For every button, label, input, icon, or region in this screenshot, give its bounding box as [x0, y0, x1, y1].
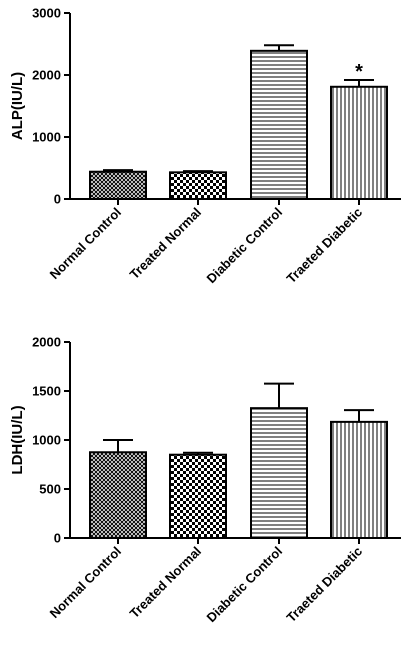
bar-normal-control: [89, 170, 147, 201]
chart-panel-1: 0 1000 2000 3000 ALP(IU/L) Normal Control Trea…: [9, 6, 401, 287]
y-tick-label: 1000: [32, 433, 61, 448]
bar-normal-control: [89, 451, 147, 539]
bar-traeted-diabetic: [330, 85, 388, 200]
x-category-label: Traeted Diabetic: [283, 205, 365, 287]
y-tick-label: 1500: [32, 384, 61, 399]
bar-treated-normal: [169, 171, 227, 200]
y-tick-label: 0: [54, 192, 61, 207]
x-category-label: Treated Normal: [127, 205, 205, 283]
x-category-label: Normal Control: [47, 544, 125, 622]
y-axis-label: LDH(IU/L): [9, 405, 26, 474]
x-category-label: Normal Control: [47, 205, 125, 283]
y-tick-label: 1000: [32, 130, 61, 145]
y-tick-label: 3000: [32, 6, 61, 21]
significance-marker: *: [355, 61, 363, 83]
y-tick-label: 2000: [32, 68, 61, 83]
y-axis-label: ALP(IU/L): [9, 72, 26, 140]
bar-traeted-diabetic: [330, 420, 388, 539]
x-category-label: Diabetic Control: [204, 205, 286, 287]
x-category-label: Treated Normal: [127, 544, 205, 622]
y-tick-label: 2000: [32, 335, 61, 350]
x-category-label: Traeted Diabetic: [283, 544, 365, 626]
y-tick-label: 0: [54, 531, 61, 546]
y-tick-label: 500: [39, 482, 61, 497]
bar-diabetic-control: [250, 49, 308, 200]
x-category-label: Diabetic Control: [204, 544, 286, 626]
bar-diabetic-control: [250, 407, 308, 539]
bar-treated-normal: [169, 453, 227, 540]
